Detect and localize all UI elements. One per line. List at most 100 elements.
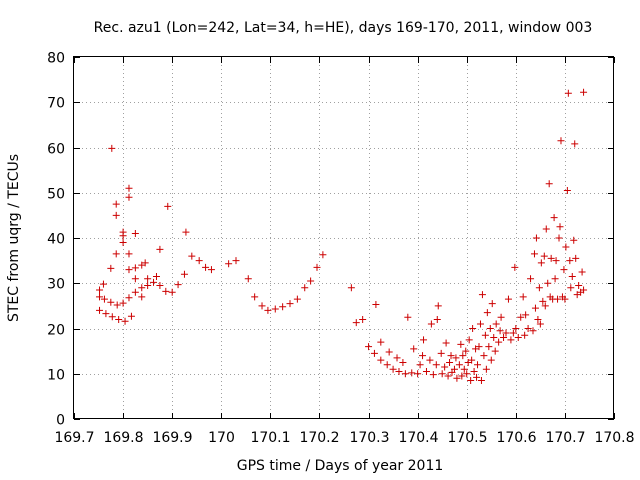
data-point-marker: [491, 347, 499, 355]
data-point-marker: [488, 300, 496, 308]
data-point-marker: [125, 193, 133, 201]
data-point-marker: [96, 293, 104, 301]
data-point-marker: [99, 280, 107, 288]
data-point-marker: [420, 336, 428, 344]
data-point-marker: [504, 295, 512, 303]
data-point-marker: [497, 313, 505, 321]
data-point-marker: [434, 302, 442, 310]
data-point-marker: [180, 270, 188, 278]
data-point-marker: [264, 306, 272, 314]
data-point-marker: [131, 229, 139, 237]
data-point-marker: [377, 338, 385, 346]
data-point-marker: [536, 320, 544, 328]
data-point-marker: [490, 334, 498, 342]
data-point-marker: [502, 329, 510, 337]
data-point-marker: [495, 338, 503, 346]
data-point-marker: [442, 339, 450, 347]
data-point-marker: [555, 234, 563, 242]
data-point-marker: [566, 257, 574, 265]
y-tick-label: 80: [47, 51, 65, 67]
y-tick-label: 0: [56, 413, 65, 429]
data-point-marker: [401, 370, 409, 378]
data-point-marker: [532, 234, 540, 242]
data-point-marker: [372, 301, 380, 309]
data-point-marker: [404, 313, 412, 321]
data-point-marker: [580, 88, 588, 96]
data-point-marker: [385, 348, 393, 356]
data-point-marker: [232, 257, 240, 265]
data-point-marker: [307, 277, 315, 285]
data-point-marker: [524, 325, 532, 332]
y-tick-label: 20: [47, 323, 65, 339]
data-point-marker: [377, 356, 385, 364]
x-tick-label: 170.2: [299, 430, 339, 446]
data-point-marker: [527, 275, 535, 283]
data-point-marker: [568, 272, 576, 280]
data-point-marker: [459, 352, 467, 360]
data-point-marker: [127, 312, 135, 320]
data-point-marker: [457, 340, 465, 348]
data-point-marker: [108, 144, 116, 152]
x-tick-label: 170.6: [496, 430, 536, 446]
data-point-marker: [352, 319, 360, 327]
data-point-marker: [514, 334, 522, 342]
data-point-marker: [188, 252, 196, 260]
data-point-marker: [195, 257, 203, 265]
data-point-marker: [427, 320, 435, 328]
data-point-marker: [125, 184, 133, 192]
data-point-marker: [485, 343, 493, 351]
x-tick-labels: 169.7 169.8 169.9 170 170.1 170.2 170.3 170.4 17…: [54, 430, 634, 446]
data-point-marker: [496, 327, 504, 335]
data-point-marker: [119, 228, 127, 236]
data-point-marker: [447, 352, 455, 360]
data-point-marker: [550, 214, 558, 222]
data-point-marker: [125, 250, 133, 258]
data-point-marker: [511, 263, 519, 271]
data-point-marker: [470, 367, 478, 375]
data-point-marker: [462, 347, 470, 355]
y-tick-label: 60: [47, 142, 65, 158]
data-point-marker: [408, 369, 416, 377]
data-point-marker: [115, 315, 123, 323]
data-point-marker: [271, 305, 279, 313]
data-point-marker: [564, 89, 572, 97]
data-point-marker: [156, 282, 164, 290]
data-point-marker: [551, 275, 559, 283]
data-point-marker: [560, 266, 568, 274]
data-point-marker: [437, 349, 445, 357]
data-point-marker: [319, 251, 327, 259]
y-axis-label: STEC from uqrg / TECUs: [6, 154, 22, 322]
data-point-marker: [244, 275, 252, 283]
x-tick-label: 170: [208, 430, 235, 446]
data-point-marker: [563, 186, 571, 194]
data-point-marker: [279, 303, 287, 311]
data-point-marker: [537, 259, 545, 267]
data-point-marker: [521, 331, 529, 339]
x-tick-label: 170.1: [250, 430, 290, 446]
data-point-marker: [225, 260, 233, 268]
y-tick-label: 50: [47, 187, 65, 203]
data-point-marker: [561, 295, 569, 303]
data-point-marker: [125, 266, 133, 274]
data-point-marker: [541, 302, 549, 310]
x-tick-label: 170.3: [349, 430, 389, 446]
data-point-marker: [452, 354, 460, 362]
x-tick-label: 170.4: [398, 430, 438, 446]
data-point-marker: [426, 356, 434, 364]
data-point-marker: [571, 140, 579, 148]
data-point-marker: [567, 284, 575, 292]
data-point-marker: [393, 354, 401, 362]
data-point-marker: [347, 284, 355, 292]
data-point-marker: [131, 288, 139, 296]
data-point-marker: [547, 254, 555, 262]
data-point-marker: [542, 225, 550, 233]
data-point-marker: [530, 250, 538, 258]
data-point-marker: [477, 377, 485, 385]
data-point-marker: [562, 243, 570, 251]
data-point-marker: [535, 284, 543, 292]
data-point-marker: [441, 363, 449, 371]
data-point-marker: [112, 211, 120, 219]
data-point-marker: [301, 284, 309, 292]
data-point-marker: [469, 325, 477, 332]
data-point-marker: [207, 266, 215, 274]
